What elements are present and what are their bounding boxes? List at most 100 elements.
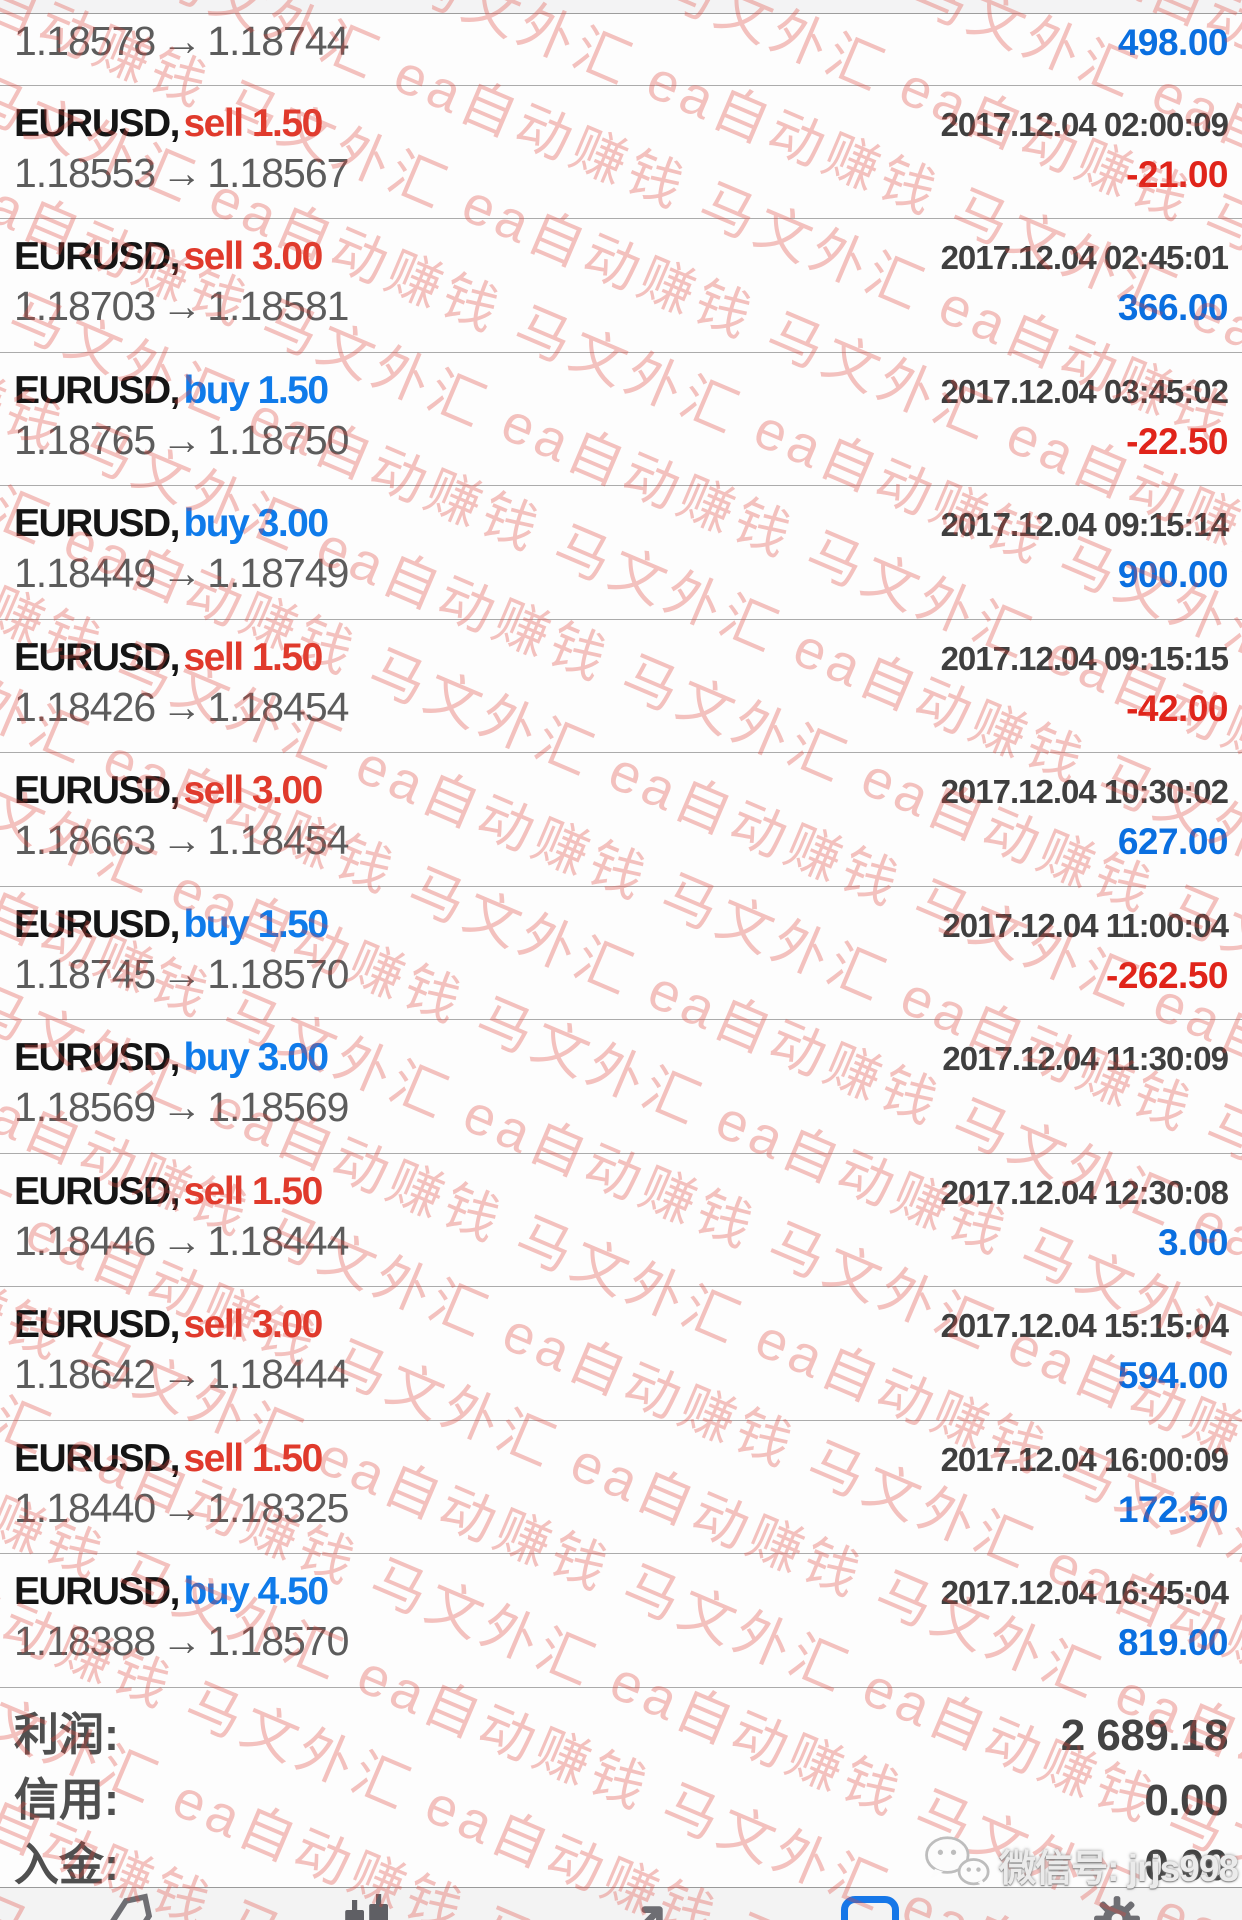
tab-trade[interactable] (590, 1894, 710, 1920)
price-range-label: 1.18703 → 1.18581 (14, 283, 349, 329)
side-volume-label: buy 1.50 (183, 368, 329, 412)
arrow-right-icon: → (161, 1618, 202, 1664)
price-range-label: 1.18388 → 1.18570 (14, 1618, 349, 1664)
trade-row[interactable]: EURUSD, sell 1.50 2017.12.04 12:30:08 1.… (0, 1154, 1242, 1287)
close-time-label: 2017.12.04 02:00:09 (940, 105, 1229, 143)
wechat-logo-icon (921, 1834, 993, 1895)
symbol-label: EURUSD, (14, 1303, 181, 1346)
trade-row[interactable]: EURUSD, sell 1.50 2017.12.04 16:00:09 1.… (0, 1421, 1242, 1554)
side-volume-label: sell 3.00 (183, 235, 323, 278)
price-range-label: 1.18765 → 1.18750 (14, 416, 349, 463)
symbol-label: EURUSD, (14, 1436, 181, 1480)
trade-row[interactable]: EURUSD, sell 1.50 2017.12.04 02:00:09 1.… (0, 86, 1242, 219)
symbol-label: EURUSD, (14, 368, 181, 412)
tab-charts[interactable] (306, 1894, 426, 1920)
symbol-label: EURUSD, (14, 101, 181, 145)
history-icon (841, 1896, 899, 1920)
trade-row[interactable]: EURUSD, sell 3.00 2017.12.04 02:45:01 1.… (0, 219, 1242, 353)
arrow-right-icon: → (161, 950, 202, 997)
quotes-tag-icon (104, 1893, 156, 1920)
symbol-label: EURUSD, (14, 1036, 181, 1079)
trade-row[interactable]: EURUSD, buy 1.50 2017.12.04 03:45:02 1.1… (0, 353, 1242, 486)
arrow-right-icon: → (161, 1351, 202, 1397)
trade-title: EURUSD, buy 3.00 (14, 1036, 329, 1080)
profit-value: 3.00 (1157, 1221, 1229, 1263)
price-range-label: 1.18642 → 1.18444 (14, 1351, 349, 1397)
trade-title: EURUSD, sell 1.50 (14, 1436, 323, 1481)
price-range-label: 1.18449 → 1.18749 (14, 550, 349, 596)
close-time-label: 2017.12.04 16:00:09 (940, 1440, 1229, 1478)
trade-row[interactable]: EURUSD, buy 4.50 2017.12.04 16:45:04 1.1… (0, 1554, 1242, 1688)
side-volume-label: sell 1.50 (183, 101, 323, 145)
price-range-label: 1.18569 → 1.18569 (14, 1084, 349, 1130)
deposit-label: 入金: (14, 1838, 119, 1890)
top-cut-row (0, 0, 1242, 14)
trade-row-partial[interactable]: 1.18578 → 1.18744 498.00 (0, 14, 1242, 86)
account-summary: 利润: 2 689.18 信用: 0.00 入金: 0.00 (0, 1688, 1242, 1893)
profit-value: -22.50 (1126, 420, 1228, 462)
close-time-label: 2017.12.04 02:45:01 (940, 239, 1229, 276)
trade-row[interactable]: EURUSD, sell 3.00 2017.12.04 15:15:04 1.… (0, 1287, 1242, 1421)
arrow-right-icon: → (161, 550, 202, 596)
profit-value: -42.00 (1126, 687, 1228, 729)
trade-title: EURUSD, sell 3.00 (14, 235, 323, 279)
trade-row[interactable]: EURUSD, buy 1.50 2017.12.04 11:00:04 1.1… (0, 887, 1242, 1020)
close-time-label: 2017.12.04 09:15:15 (940, 639, 1229, 677)
wechat-id-label: 微信号: jrjs998 (999, 1847, 1239, 1889)
arrow-right-icon: → (161, 18, 202, 65)
symbol-label: EURUSD, (14, 1169, 181, 1213)
close-time-label: 2017.12.04 12:30:08 (940, 1173, 1229, 1211)
bottom-tab-bar (0, 1887, 1242, 1920)
arrow-right-icon: → (161, 283, 202, 329)
side-volume-label: sell 1.50 (183, 1169, 323, 1213)
price-range-label: 1.18446 → 1.18444 (14, 1217, 349, 1264)
arrow-right-icon: → (161, 416, 202, 463)
price-range-label: 1.18745 → 1.18570 (14, 950, 349, 997)
price-range-label: 1.18578 → 1.18744 (14, 18, 349, 65)
trade-title: EURUSD, sell 1.50 (14, 635, 323, 680)
close-time-label: 2017.12.04 11:00:04 (942, 906, 1229, 944)
price-range-label: 1.18440 → 1.18325 (14, 1484, 349, 1531)
tab-history[interactable] (810, 1896, 930, 1920)
symbol-label: EURUSD, (14, 635, 181, 679)
trade-list: EURUSD, sell 1.50 2017.12.04 02:00:09 1.… (0, 86, 1242, 1688)
trade-row[interactable]: EURUSD, buy 3.00 2017.12.04 11:30:09 1.1… (0, 1020, 1242, 1154)
close-time-label: 2017.12.04 15:15:04 (940, 1307, 1229, 1344)
candlestick-chart-icon (338, 1894, 394, 1920)
summary-row-profit: 利润: 2 689.18 (14, 1698, 1229, 1763)
close-time-label: 2017.12.04 16:45:04 (940, 1574, 1229, 1611)
arrow-right-icon: → (161, 817, 202, 863)
trade-row[interactable]: EURUSD, sell 3.00 2017.12.04 10:30:02 1.… (0, 753, 1242, 887)
deposit-value: 0.00 (1144, 1840, 1228, 1890)
side-volume-label: buy 3.00 (183, 502, 329, 545)
profit-value: 819.00 (1117, 1622, 1229, 1663)
trade-row[interactable]: EURUSD, sell 1.50 2017.12.04 09:15:15 1.… (0, 620, 1242, 753)
symbol-label: EURUSD, (14, 235, 181, 278)
side-volume-label: sell 1.50 (183, 635, 323, 679)
arrow-right-icon: → (161, 1484, 202, 1531)
tab-quotes[interactable] (70, 1893, 190, 1920)
price-range-label: 1.18553 → 1.18567 (14, 149, 349, 196)
side-volume-label: buy 3.00 (183, 1036, 329, 1079)
trade-title: EURUSD, buy 1.50 (14, 368, 329, 413)
side-volume-label: buy 1.50 (183, 902, 329, 946)
profit-value: -262.50 (1106, 954, 1229, 996)
profit-value: 627.00 (1117, 821, 1229, 862)
wechat-watermark-badge: 微信号: jrjs998 (921, 1834, 1239, 1895)
profit-value: 498.00 (1117, 22, 1229, 64)
trade-title: EURUSD, buy 1.50 (14, 902, 329, 947)
arrow-right-icon: → (161, 1217, 202, 1264)
tab-settings[interactable] (1057, 1894, 1177, 1920)
symbol-label: EURUSD, (14, 1570, 181, 1613)
trade-title: EURUSD, sell 1.50 (14, 1169, 323, 1214)
trade-title: EURUSD, buy 3.00 (14, 502, 329, 546)
credit-value: 0.00 (1144, 1775, 1228, 1825)
trade-title: EURUSD, sell 1.50 (14, 101, 323, 146)
profit-value: 366.00 (1117, 287, 1229, 328)
close-time-label: 2017.12.04 10:30:02 (940, 773, 1229, 810)
trade-row[interactable]: EURUSD, buy 3.00 2017.12.04 09:15:14 1.1… (0, 486, 1242, 620)
profit-value: 594.00 (1117, 1355, 1229, 1396)
summary-row-credit: 信用: 0.00 (14, 1763, 1228, 1828)
close-time-label: 2017.12.04 03:45:02 (940, 372, 1229, 410)
